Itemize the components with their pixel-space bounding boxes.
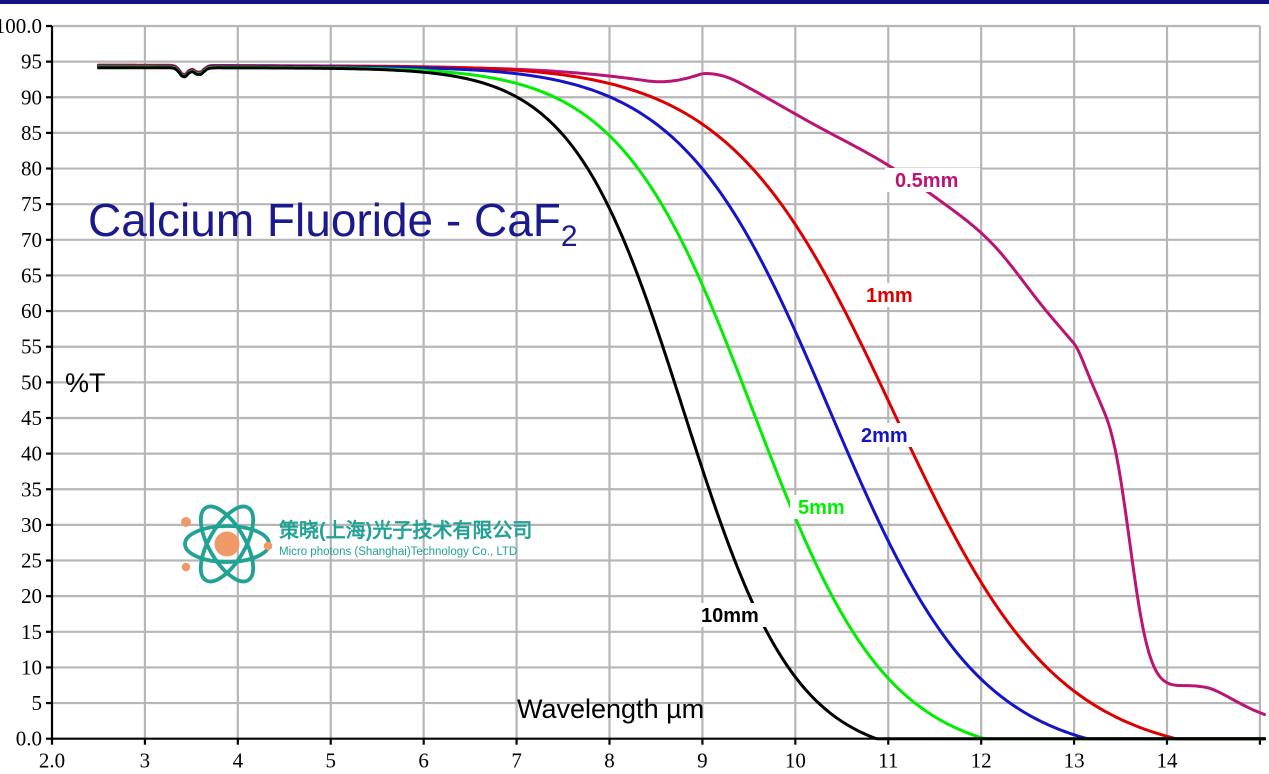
svg-text:10mm: 10mm [701,605,759,627]
svg-text:80: 80 [21,157,42,181]
svg-text:5mm: 5mm [798,497,845,519]
svg-text:6: 6 [418,749,429,769]
svg-text:55: 55 [21,335,42,359]
svg-text:9: 9 [697,749,708,769]
svg-text:2.0: 2.0 [39,749,65,769]
svg-text:12: 12 [971,749,992,769]
svg-text:95: 95 [21,50,42,74]
svg-text:%T: %T [65,368,106,398]
svg-text:13: 13 [1064,749,1085,769]
svg-text:11: 11 [878,749,898,769]
svg-text:Wavelength µm: Wavelength µm [517,694,704,724]
svg-text:Calcium Fluoride - CaF2: Calcium Fluoride - CaF2 [88,194,578,253]
svg-text:50: 50 [21,370,42,394]
svg-text:65: 65 [21,263,42,287]
svg-text:60: 60 [21,299,42,323]
svg-text:1mm: 1mm [866,285,913,307]
svg-text:35: 35 [21,477,42,501]
svg-text:5: 5 [326,749,337,769]
svg-text:30: 30 [21,513,42,537]
svg-text:10: 10 [21,655,42,679]
svg-text:5: 5 [32,691,43,715]
svg-text:3: 3 [140,749,151,769]
svg-text:100.0: 100.0 [0,14,42,38]
svg-text:4: 4 [233,749,244,769]
svg-text:Micro photons (Shanghai)Techno: Micro photons (Shanghai)Technology Co., … [279,546,517,558]
svg-text:70: 70 [21,228,42,252]
svg-text:7: 7 [511,749,522,769]
svg-text:20: 20 [21,584,42,608]
svg-text:45: 45 [21,406,42,430]
svg-text:85: 85 [21,121,42,145]
svg-text:25: 25 [21,549,42,573]
svg-text:15: 15 [21,620,42,644]
svg-text:策晓(上海)光子技术有限公司: 策晓(上海)光子技术有限公司 [279,518,532,542]
svg-text:75: 75 [21,192,42,216]
svg-text:40: 40 [21,442,42,466]
svg-text:2mm: 2mm [861,425,908,447]
svg-text:90: 90 [21,85,42,109]
svg-text:0.0: 0.0 [16,727,42,751]
svg-text:0.5mm: 0.5mm [895,170,958,192]
svg-text:10: 10 [785,749,806,769]
svg-text:8: 8 [604,749,615,769]
svg-text:14: 14 [1157,749,1179,769]
